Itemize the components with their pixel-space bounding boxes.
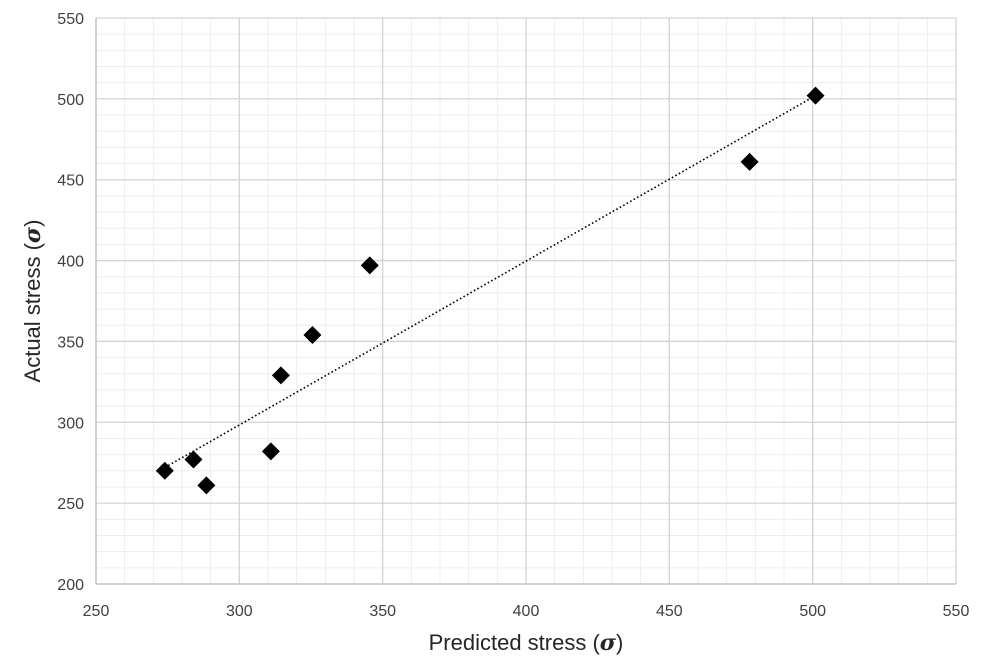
y-tick-label: 500	[57, 92, 84, 109]
x-tick-label: 300	[226, 603, 253, 620]
y-tick-label: 400	[57, 254, 84, 271]
y-axis-title-symbol: σ	[20, 226, 46, 243]
x-axis-title: Predicted stress (σ)	[429, 630, 624, 656]
y-axis-title-close: )	[20, 220, 45, 227]
data-point-diamond	[197, 476, 216, 495]
x-axis-title-symbol: σ	[600, 630, 617, 656]
y-tick-label: 350	[57, 334, 84, 351]
x-tick-label: 500	[799, 603, 826, 620]
x-axis-tick-labels: 250 300 350 400 450 500 550	[83, 603, 970, 620]
x-tick-label: 550	[943, 603, 970, 620]
trendline-line	[164, 94, 816, 469]
x-tick-label: 450	[656, 603, 683, 620]
data-point-diamond	[806, 86, 825, 105]
y-tick-label: 300	[57, 415, 84, 432]
plot-area-border	[95, 18, 956, 585]
data-point-diamond	[303, 325, 322, 344]
data-points	[155, 86, 825, 495]
y-axis-tick-labels: 200 250 300 350 400 450 500 550	[57, 11, 84, 594]
y-tick-label: 450	[57, 173, 84, 190]
data-point-diamond	[261, 442, 280, 461]
y-axis-title-text: Actual stress (	[20, 242, 45, 382]
major-gridlines	[95, 17, 957, 585]
data-point-diamond	[184, 450, 203, 469]
trendline	[164, 94, 816, 469]
x-axis-title-close: )	[616, 630, 623, 655]
x-axis-title-text: Predicted stress (	[429, 630, 601, 655]
y-axis-title: Actual stress (σ)	[20, 220, 46, 383]
y-tick-label: 200	[57, 577, 84, 594]
x-tick-label: 250	[83, 603, 110, 620]
y-tick-label: 550	[57, 11, 84, 28]
data-point-diamond	[271, 366, 290, 385]
x-tick-label: 350	[369, 603, 396, 620]
data-point-diamond	[740, 152, 759, 171]
y-tick-label: 250	[57, 496, 84, 513]
data-point-diamond	[360, 256, 379, 275]
data-point-diamond	[155, 461, 174, 480]
x-tick-label: 400	[513, 603, 540, 620]
